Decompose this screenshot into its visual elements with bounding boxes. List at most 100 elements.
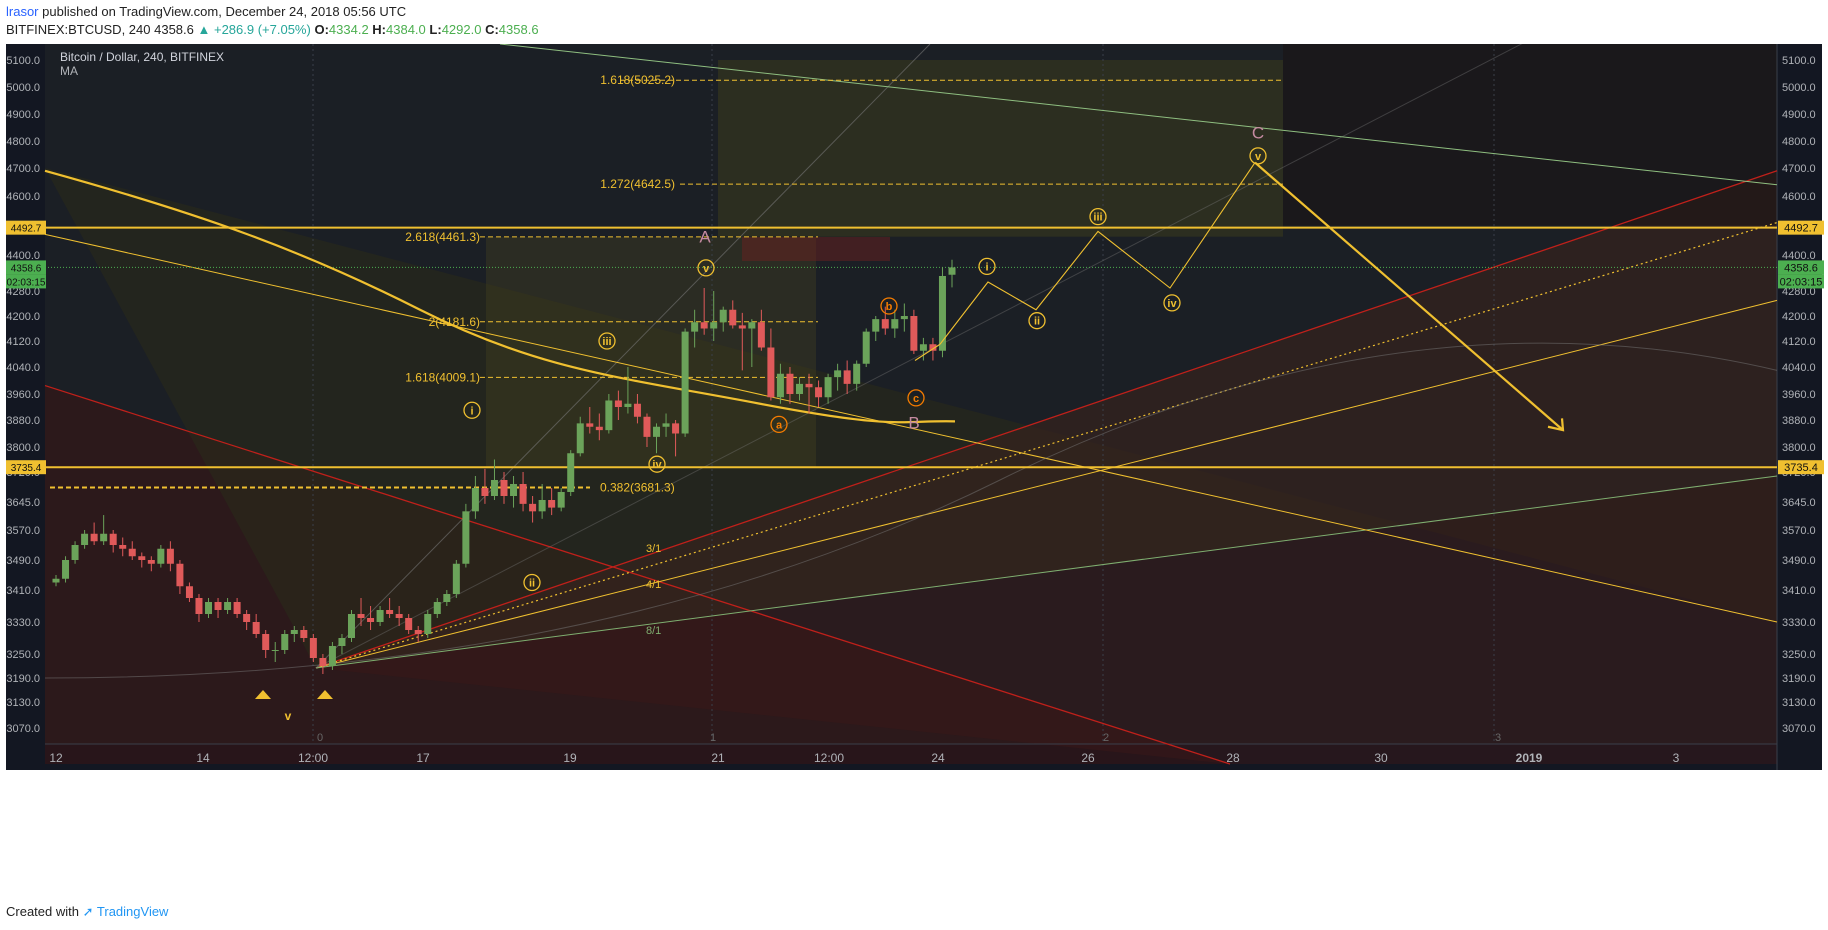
candle-body xyxy=(347,614,355,638)
wave-label-v-proj-circle xyxy=(1249,147,1267,165)
y-tick-right: 3070.0 xyxy=(1782,723,1816,735)
y-tick-left: 3410.0 xyxy=(6,585,40,597)
y-tick-left: 4040.0 xyxy=(6,362,40,374)
signal-triangle-icon xyxy=(255,690,271,699)
candle-body xyxy=(776,373,784,398)
time-marker: 2 xyxy=(1103,732,1109,744)
price-tag-left xyxy=(6,220,46,235)
candle-body xyxy=(510,484,518,496)
chart-legend-title: Bitcoin / Dollar, 240, BITFINEX xyxy=(60,50,224,64)
candle-body xyxy=(938,276,946,351)
high-value: 4384.0 xyxy=(386,22,426,37)
candle-body xyxy=(853,363,861,384)
x-tick-label: 3 xyxy=(1673,751,1680,765)
candle-body xyxy=(338,638,346,646)
published-text: published on TradingView.com, December 2… xyxy=(42,4,407,19)
fib-level-label: 1.618(4009.1) xyxy=(405,370,480,384)
candle-body xyxy=(900,316,908,320)
candle-body xyxy=(81,533,89,545)
wave-label-iv: iv xyxy=(1167,298,1177,310)
y-tick-right: 3490.0 xyxy=(1782,555,1816,567)
wave-label-B: B xyxy=(908,413,919,432)
wave-label-b: b xyxy=(886,301,893,313)
y-tick-right: 3800.0 xyxy=(1782,442,1816,454)
price-tag-left xyxy=(6,260,46,275)
x-tick-label: 19 xyxy=(563,751,577,765)
fib-level-label: 2(4181.6) xyxy=(429,315,480,329)
tradingview-brand[interactable]: TradingView xyxy=(96,904,169,919)
wave-label-ii-circle xyxy=(1028,312,1046,330)
candle-body xyxy=(195,598,203,614)
y-tick-right: 4120.0 xyxy=(1782,336,1816,348)
yellow-zone xyxy=(45,168,1777,668)
candle-body xyxy=(891,319,899,329)
price-tag-right-label: 4358.6 xyxy=(1784,262,1818,274)
x-tick-label: 26 xyxy=(1081,751,1095,765)
tradingview-logo-icon[interactable]: ➚ xyxy=(82,904,94,919)
y-tick-right: 5100.0 xyxy=(1782,55,1816,67)
price-tag-right xyxy=(1778,260,1824,275)
price-tag-left xyxy=(6,460,46,475)
wave-label-v: v xyxy=(703,263,710,275)
price-tag-right-label: 4492.7 xyxy=(1784,223,1818,235)
wave-label-v-proj: v xyxy=(1255,151,1262,163)
candle-body xyxy=(405,618,413,630)
fan-1-1 xyxy=(315,44,931,669)
candle-body xyxy=(795,383,803,394)
candle-body xyxy=(52,578,60,583)
symbol-header: BITFINEX:BTCUSD, 240 4358.6 ▲ +286.9 (+7… xyxy=(6,21,539,39)
fib-box-1 xyxy=(486,237,816,468)
candle-body xyxy=(443,594,451,602)
candle-body xyxy=(881,319,889,329)
x-tick-label: 14 xyxy=(196,751,210,765)
right-dark xyxy=(1283,44,1777,226)
y-tick-left: 3250.0 xyxy=(6,649,40,661)
wave-label-v-small: v xyxy=(285,709,292,723)
signal-triangle-icon xyxy=(317,690,333,699)
y-tick-left: 4900.0 xyxy=(6,109,40,121)
fib-level-label: 2.618(4461.3) xyxy=(405,230,480,244)
author-link[interactable]: lrasor xyxy=(6,4,39,19)
y-tick-left: 4120.0 xyxy=(6,336,40,348)
projection-start xyxy=(914,343,941,361)
x-tick-label: 24 xyxy=(931,751,945,765)
y-tick-right: 3880.0 xyxy=(1782,415,1816,427)
price-chart[interactable]: 1.618(5025.2) 1.272(4642.5) 2.618(4461.3) 2… xyxy=(0,44,1828,900)
red-trendline xyxy=(315,170,1778,669)
wave-label-C: C xyxy=(1252,123,1264,142)
wave-label-iv-circle xyxy=(1163,294,1181,312)
candle-body xyxy=(281,634,289,650)
price-tag-right-label: 3735.4 xyxy=(1784,462,1818,474)
open-value: 4334.2 xyxy=(328,22,369,37)
indicator-label: MA xyxy=(60,64,78,78)
price-tag-left-label: 4492.7 xyxy=(11,224,42,235)
y-tick-right: 3330.0 xyxy=(1782,617,1816,629)
wave-label-iv-start: iv xyxy=(652,459,662,471)
candle-body xyxy=(166,548,174,564)
y-tick-right: 3190.0 xyxy=(1782,673,1816,685)
y-tick-right: 4200.0 xyxy=(1782,311,1816,323)
yellow-descending-line xyxy=(44,233,1778,623)
candle-body xyxy=(738,325,746,329)
wave-label-ii: ii xyxy=(1034,316,1040,328)
candle-body xyxy=(300,630,308,638)
x-tick-label: 21 xyxy=(711,751,725,765)
wave-label-i-start-circle xyxy=(463,401,481,419)
y-tick-right: 4600.0 xyxy=(1782,191,1816,203)
wave-label-ii-start: ii xyxy=(529,578,535,590)
y-tick-left: 4600.0 xyxy=(6,191,40,203)
y-tick-right: 3410.0 xyxy=(1782,585,1816,597)
open-label: O: xyxy=(314,22,329,37)
candle-body xyxy=(452,563,460,594)
projection-path xyxy=(939,162,1256,345)
candle-body xyxy=(729,309,737,326)
time-marker: 1 xyxy=(710,732,716,744)
x-tick-label: 17 xyxy=(416,751,430,765)
fan-4-1 xyxy=(315,299,1778,669)
y-tick-right: 4040.0 xyxy=(1782,362,1816,374)
low-value: 4292.0 xyxy=(441,22,482,37)
wave-label-c: c xyxy=(913,393,919,405)
candle-body xyxy=(252,622,260,634)
y-tick-left: 3130.0 xyxy=(6,697,40,709)
candle-body xyxy=(834,370,842,378)
